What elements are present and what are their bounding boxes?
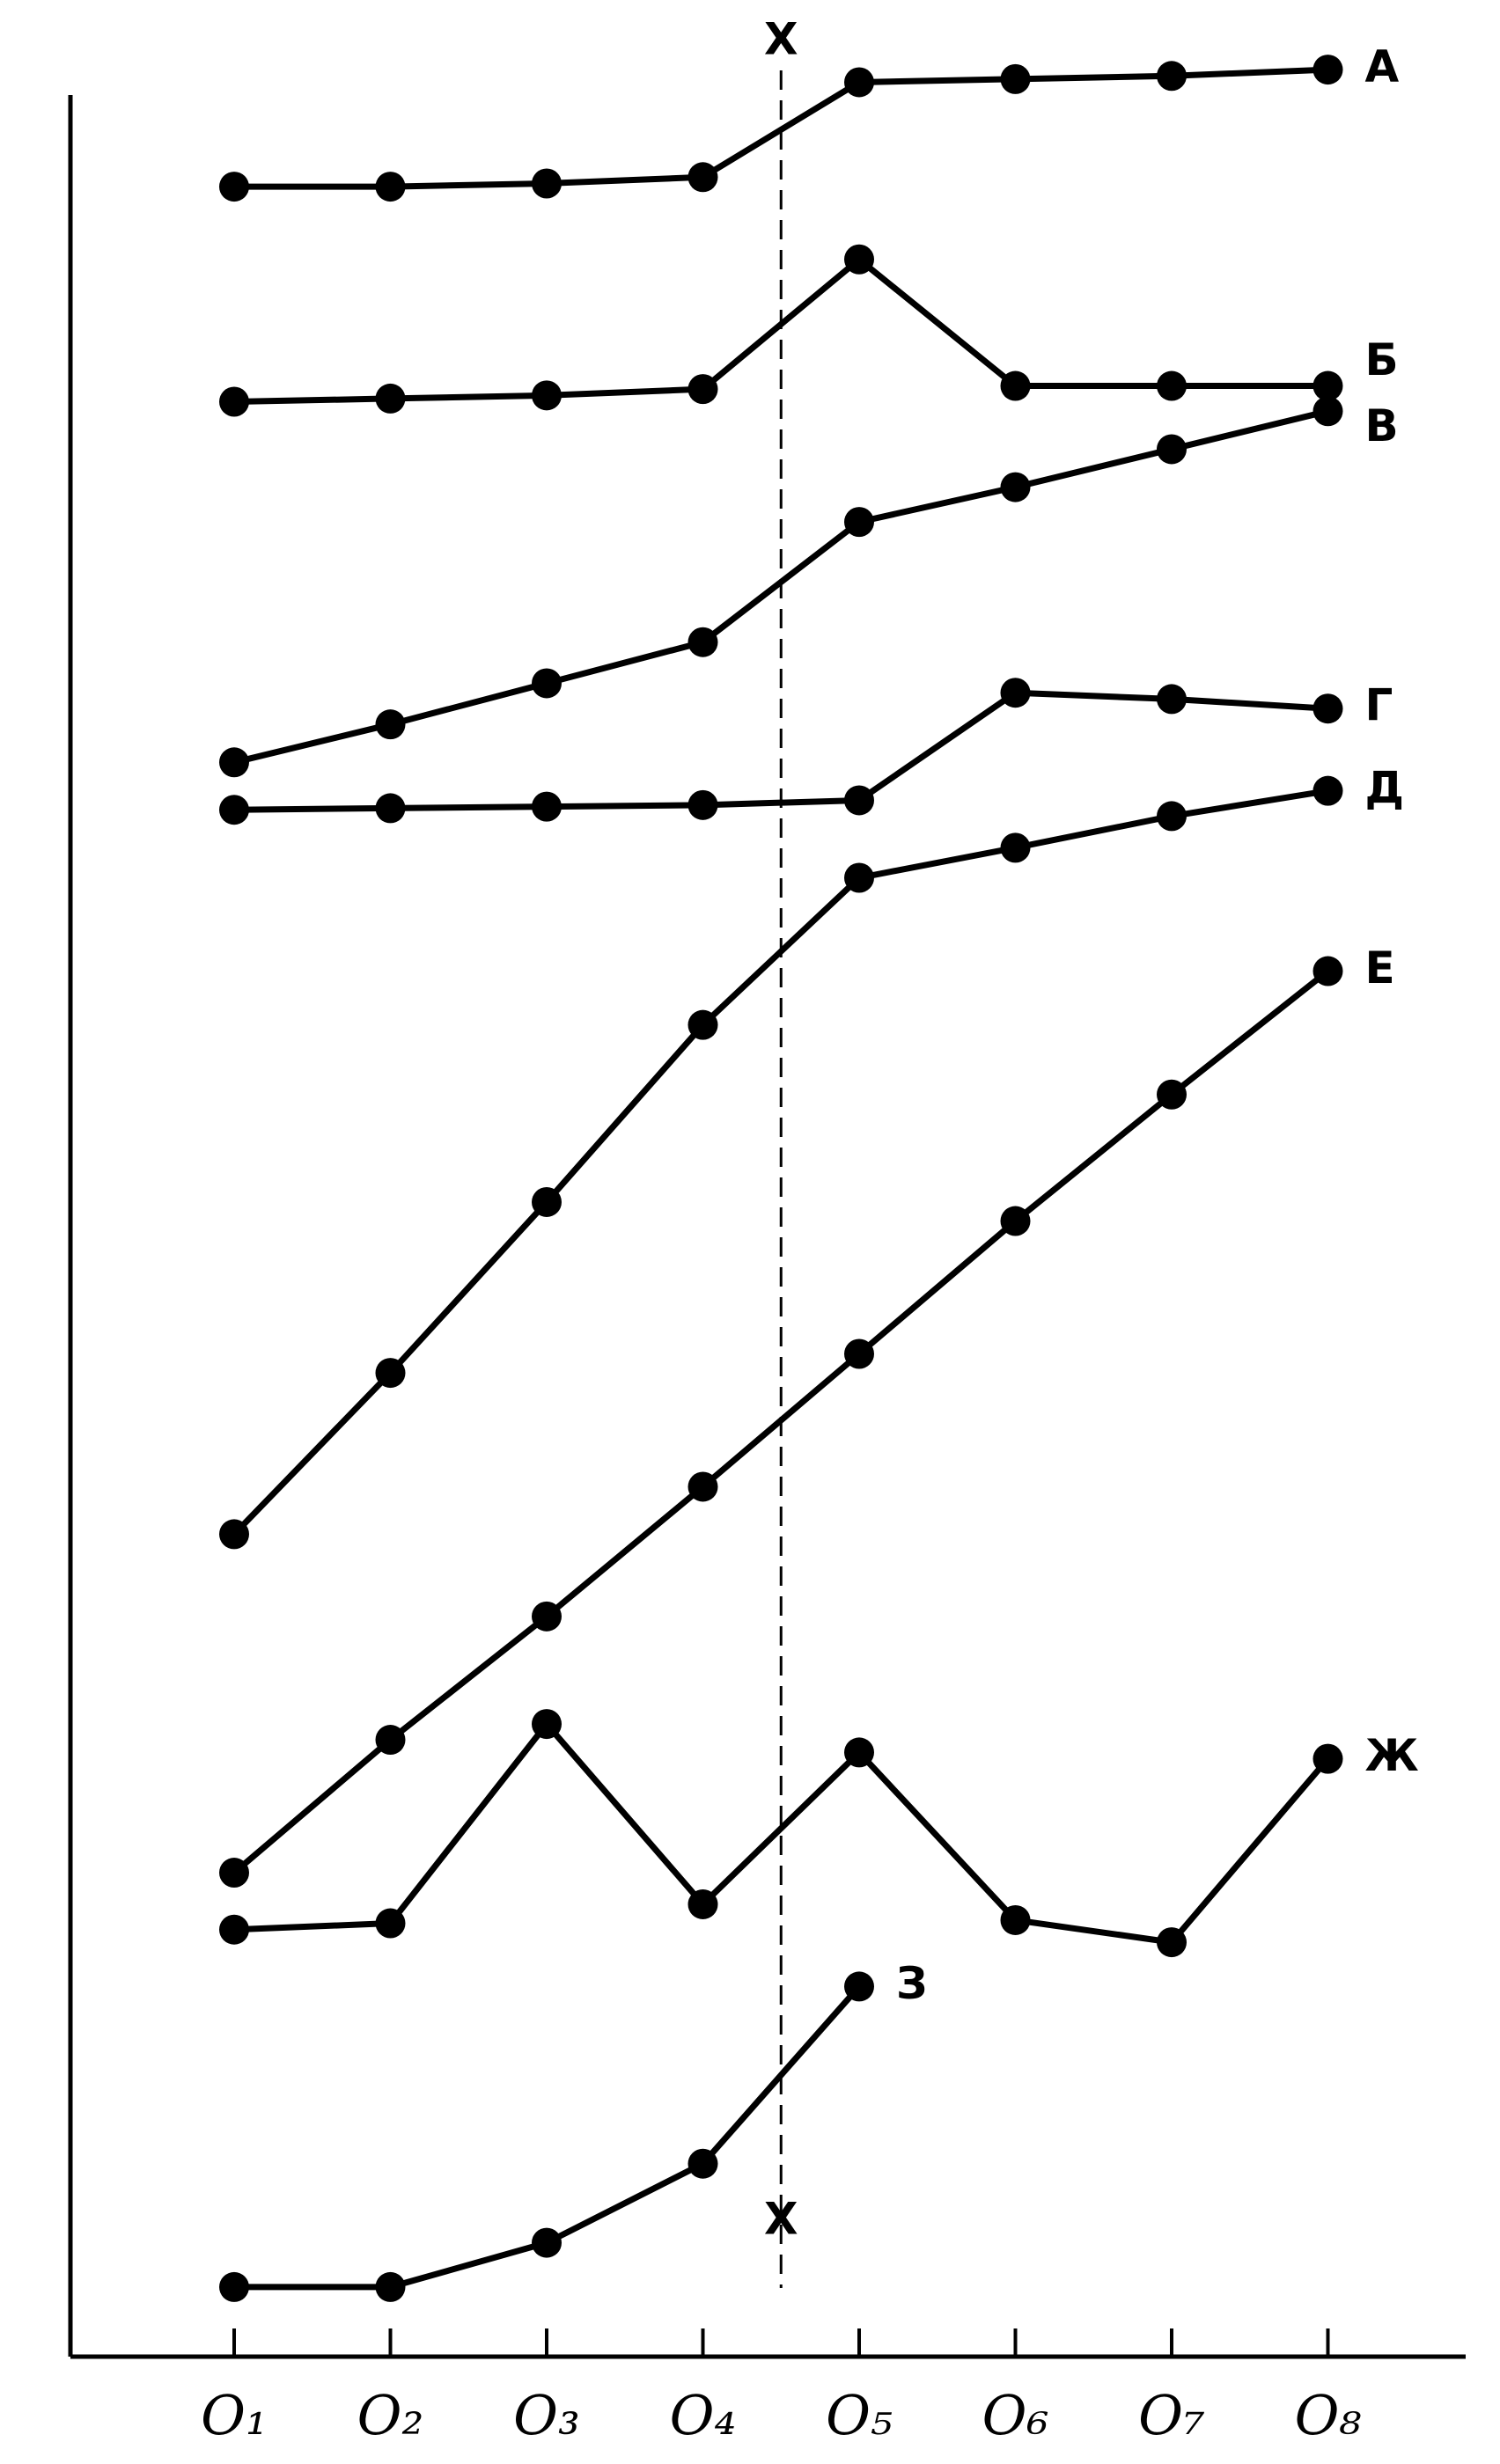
series-line xyxy=(233,256,1328,406)
x-tick-label: O₁ xyxy=(201,2383,268,2447)
data-point xyxy=(1312,370,1343,401)
series-label: З xyxy=(896,1958,928,2009)
data-point xyxy=(1312,55,1343,85)
data-point xyxy=(219,1914,249,1945)
data-point xyxy=(1000,678,1031,708)
x-tick-label: O₅ xyxy=(826,2383,893,2447)
series-label: Д xyxy=(1365,762,1405,813)
series-label: Б xyxy=(1365,334,1399,385)
data-point xyxy=(375,1908,406,1939)
data-point xyxy=(532,380,562,411)
intervention-label: X xyxy=(764,14,798,65)
data-point xyxy=(1312,775,1343,806)
series-label: Ж xyxy=(1365,1730,1419,1781)
data-point xyxy=(375,793,406,824)
data-point xyxy=(1157,61,1187,92)
data-point xyxy=(1157,434,1187,465)
data-point xyxy=(219,1858,249,1888)
data-point xyxy=(688,374,718,405)
data-point xyxy=(1312,693,1343,724)
data-point xyxy=(219,172,249,202)
data-point xyxy=(375,1725,406,1756)
data-point xyxy=(1000,1206,1031,1236)
data-point xyxy=(532,1709,562,1740)
x-tick-label: O₄ xyxy=(670,2383,737,2447)
data-point xyxy=(1157,370,1187,401)
x-tick-label: O₈ xyxy=(1295,2383,1362,2447)
data-point xyxy=(844,1737,874,1768)
series-line xyxy=(233,1720,1331,1946)
series-label: В xyxy=(1365,400,1399,451)
data-point xyxy=(1000,472,1031,502)
data-point xyxy=(1000,63,1031,94)
data-point xyxy=(532,168,562,199)
data-point xyxy=(688,2148,718,2179)
data-point xyxy=(1000,370,1031,401)
data-point xyxy=(375,172,406,202)
data-point xyxy=(844,1971,874,2002)
series-label: А xyxy=(1365,41,1400,92)
data-point xyxy=(688,627,718,657)
data-point xyxy=(844,507,874,538)
series-label: Е xyxy=(1365,942,1395,994)
data-point xyxy=(1157,684,1187,715)
series-line xyxy=(233,689,1328,813)
x-tick-label: O₆ xyxy=(982,2383,1049,2447)
data-point xyxy=(219,747,249,778)
data-point xyxy=(688,1471,718,1502)
data-point xyxy=(688,162,718,193)
data-point xyxy=(1157,1927,1187,1958)
data-point xyxy=(532,1186,562,1217)
series-line xyxy=(234,66,1328,190)
data-point xyxy=(1000,832,1031,863)
data-point xyxy=(688,789,718,820)
data-point xyxy=(375,709,406,740)
series-line xyxy=(233,407,1329,766)
data-point xyxy=(219,795,249,825)
series-line xyxy=(232,968,1330,1875)
data-point xyxy=(844,1338,874,1369)
data-point xyxy=(844,785,874,816)
data-point xyxy=(844,862,874,893)
data-point xyxy=(532,2227,562,2258)
intervention-label: X xyxy=(764,2194,798,2245)
data-point xyxy=(1312,1743,1343,1774)
data-point xyxy=(375,383,406,414)
x-tick-label: O₇ xyxy=(1138,2383,1205,2447)
data-point xyxy=(688,1009,718,1040)
data-point xyxy=(844,67,874,98)
data-point xyxy=(844,244,874,275)
data-point xyxy=(1000,1904,1031,1935)
series-line xyxy=(232,788,1329,1536)
data-point xyxy=(1312,396,1343,427)
data-point xyxy=(532,1601,562,1632)
data-point xyxy=(688,1888,718,1919)
data-point xyxy=(1312,956,1343,986)
x-tick-label: O₂ xyxy=(357,2383,424,2447)
data-point xyxy=(532,791,562,822)
data-point xyxy=(532,668,562,699)
data-point xyxy=(1157,1079,1187,1110)
x-tick-label: O₃ xyxy=(513,2383,580,2447)
data-point xyxy=(219,386,249,417)
data-point xyxy=(1157,801,1187,832)
data-point xyxy=(375,1358,406,1389)
series-label: Г xyxy=(1365,680,1393,731)
data-point xyxy=(219,1519,249,1550)
data-point xyxy=(375,2271,406,2302)
data-point xyxy=(219,2271,249,2302)
